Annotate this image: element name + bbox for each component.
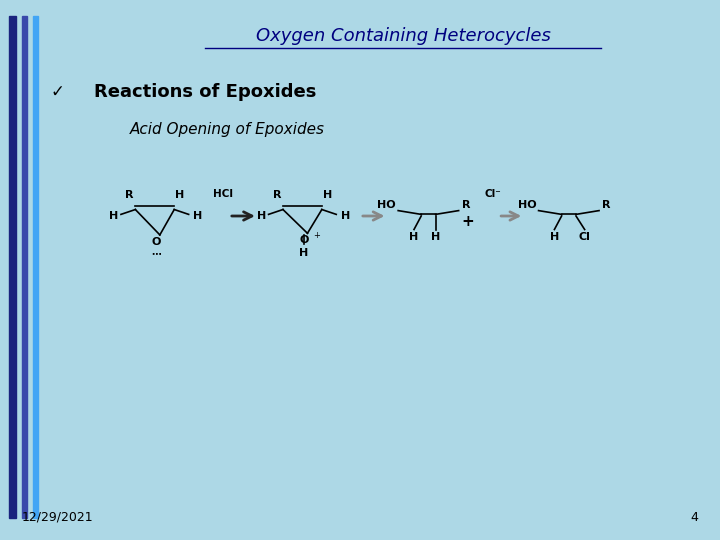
Text: +: +: [462, 214, 474, 229]
Text: R: R: [462, 200, 470, 210]
Text: HCl: HCl: [213, 190, 233, 199]
Text: 12/29/2021: 12/29/2021: [22, 511, 93, 524]
Text: ✓: ✓: [50, 83, 65, 101]
Text: H: H: [431, 232, 440, 241]
Text: H: H: [109, 211, 118, 221]
Text: Cl⁻: Cl⁻: [485, 190, 502, 199]
Text: H: H: [176, 191, 184, 200]
Text: R: R: [273, 191, 282, 200]
Text: Reactions of Epoxides: Reactions of Epoxides: [94, 83, 316, 101]
Text: Oxygen Containing Heterocycles: Oxygen Containing Heterocycles: [256, 27, 551, 45]
Text: 4: 4: [690, 511, 698, 524]
Text: O: O: [299, 235, 309, 245]
Text: H: H: [257, 211, 266, 221]
Text: ⋯: ⋯: [151, 248, 161, 258]
Text: Acid Opening of Epoxides: Acid Opening of Epoxides: [130, 122, 325, 137]
Text: HO: HO: [518, 200, 536, 210]
Text: R: R: [125, 191, 134, 200]
Text: R: R: [602, 200, 611, 210]
Bar: [22, 16, 27, 518]
Text: H: H: [550, 232, 559, 241]
Text: H: H: [194, 211, 202, 221]
Text: +: +: [313, 232, 320, 240]
Text: HO: HO: [377, 200, 396, 210]
Text: H: H: [410, 232, 418, 241]
Text: H: H: [341, 211, 350, 221]
Text: O: O: [151, 237, 161, 247]
Text: H: H: [300, 248, 308, 258]
Text: Cl: Cl: [579, 232, 590, 241]
Text: H: H: [323, 191, 332, 200]
Bar: [9, 16, 16, 518]
Bar: [33, 16, 38, 518]
